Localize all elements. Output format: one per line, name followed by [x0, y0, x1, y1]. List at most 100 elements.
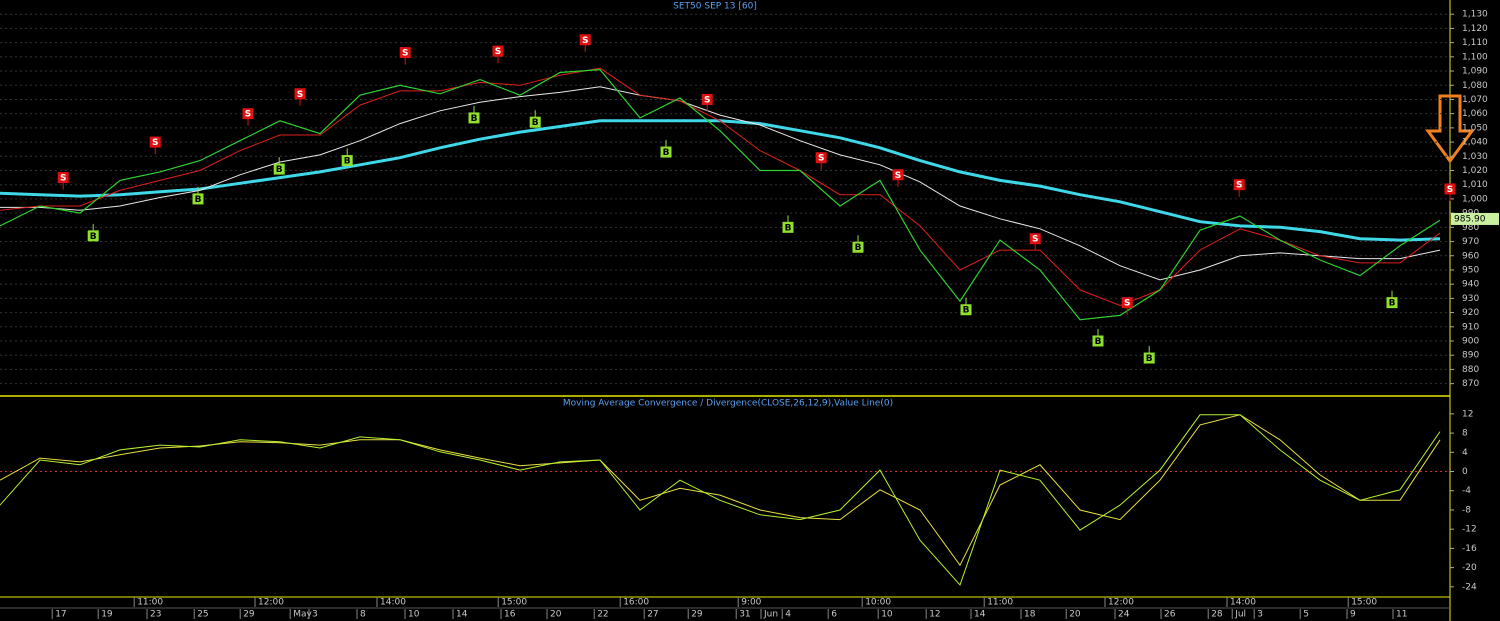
y-tick-label: -12 — [1462, 525, 1477, 535]
time-tick-label: 14:00 — [1230, 598, 1256, 608]
y-tick-label: 1,070 — [1462, 95, 1488, 105]
time-tick-label: 11:00 — [137, 598, 163, 608]
time-tick-label: 11:00 — [987, 598, 1013, 608]
y-tick-label: 920 — [1462, 308, 1479, 318]
x-tick-label: 12 — [929, 610, 940, 620]
buy-signal — [273, 163, 285, 175]
signal-label: S — [60, 174, 66, 184]
y-tick-label: 870 — [1462, 379, 1479, 389]
x-tick-label: 27 — [647, 610, 658, 620]
x-tick-label: 17 — [55, 610, 66, 620]
chart-title: SET50 SEP 13 [60] — [673, 2, 757, 12]
y-tick-label: 890 — [1462, 351, 1479, 361]
buy-signal — [852, 241, 864, 253]
last-price-box — [1451, 212, 1499, 225]
y-tick-label: 1,100 — [1462, 52, 1488, 62]
buy-signal — [87, 230, 99, 242]
x-tick-label: 10 — [881, 610, 893, 620]
y-tick-label: 1,080 — [1462, 81, 1488, 91]
series-line — [0, 67, 1441, 307]
buy-signal — [1143, 352, 1155, 364]
x-tick-label: Jun — [763, 610, 778, 620]
y-tick-label: 1,010 — [1462, 180, 1488, 190]
y-tick-label: 0 — [1462, 467, 1468, 477]
x-tick-label: 20 — [1069, 610, 1081, 620]
signal-label: S — [895, 171, 901, 181]
x-tick-label: 14 — [974, 610, 986, 620]
y-tick-label: 960 — [1462, 251, 1479, 261]
time-tick-label: 12:00 — [1108, 598, 1134, 608]
y-tick-label: 1,130 — [1462, 10, 1488, 20]
signal-label: B — [785, 223, 792, 233]
y-tick-label: 980 — [1462, 223, 1479, 233]
signal-label: S — [818, 154, 824, 164]
series-line — [0, 86, 1441, 281]
y-tick-label: 950 — [1462, 265, 1479, 275]
y-tick-label: -16 — [1462, 544, 1477, 554]
y-tick-label: 970 — [1462, 237, 1479, 247]
signal-label: B — [344, 157, 351, 167]
signal-label: B — [195, 195, 202, 205]
buy-signal — [660, 146, 672, 158]
time-tick-label: 16:00 — [623, 598, 649, 608]
buy-signal — [1092, 335, 1104, 347]
x-tick-label: 19 — [101, 610, 113, 620]
y-tick-label: 1,040 — [1462, 138, 1488, 148]
x-tick-label: 6 — [831, 610, 837, 620]
x-tick-label: 29 — [691, 610, 703, 620]
y-tick-label: 900 — [1462, 337, 1479, 347]
signal-label: S — [402, 49, 408, 59]
arrow-annotation — [1425, 94, 1475, 164]
signal-label: S — [1447, 185, 1453, 195]
x-tick-label: 28 — [1211, 610, 1223, 620]
signal-label: S — [582, 36, 588, 46]
y-tick-label: -24 — [1462, 582, 1477, 592]
signal-label: S — [704, 95, 710, 105]
x-tick-label: 23 — [150, 610, 161, 620]
time-tick-label: 15:00 — [1351, 598, 1377, 608]
x-tick-label: 14 — [456, 610, 468, 620]
signal-label: B — [276, 165, 283, 175]
sell-signal — [579, 34, 591, 46]
y-tick-label: 12 — [1462, 409, 1473, 419]
x-tick-label: 11 — [1396, 610, 1407, 620]
y-tick-label: 1,050 — [1462, 123, 1488, 133]
y-tick-label: 1,090 — [1462, 67, 1488, 77]
sell-signal — [892, 169, 904, 181]
buy-signal — [782, 221, 794, 233]
time-tick-label: 9:00 — [741, 598, 761, 608]
x-tick-label: 26 — [1164, 610, 1176, 620]
signal-label: B — [532, 118, 539, 128]
sell-signal — [701, 93, 713, 105]
x-tick-label: May — [293, 610, 312, 620]
y-tick-label: 910 — [1462, 322, 1479, 332]
signal-label: S — [297, 90, 303, 100]
y-tick-label: -8 — [1462, 505, 1471, 515]
y-tick-label: 1,060 — [1462, 109, 1488, 119]
signal-label: B — [471, 114, 478, 124]
sell-signal — [399, 47, 411, 59]
last-price-label: 985.90 — [1454, 214, 1486, 224]
signal-label: B — [663, 148, 670, 158]
signal-label: S — [245, 110, 251, 120]
sell-signal — [1444, 183, 1456, 195]
x-tick-label: 29 — [243, 610, 255, 620]
x-tick-label: 24 — [1118, 610, 1130, 620]
signal-label: B — [1146, 354, 1153, 364]
buy-signal — [529, 116, 541, 128]
y-tick-label: 8 — [1462, 429, 1468, 439]
sell-signal — [492, 45, 504, 57]
x-tick-label: 22 — [597, 610, 608, 620]
buy-signal — [192, 193, 204, 205]
x-tick-label: 8 — [360, 610, 366, 620]
buy-signal — [341, 155, 353, 167]
series-line — [0, 68, 1441, 321]
signal-label: B — [1095, 337, 1102, 347]
sell-signal — [294, 88, 306, 100]
x-tick-label: 16 — [504, 610, 516, 620]
buy-signal — [1386, 297, 1398, 309]
x-tick-label: 3 — [312, 610, 318, 620]
time-tick-label: 10:00 — [865, 598, 891, 608]
buy-signal — [468, 112, 480, 124]
